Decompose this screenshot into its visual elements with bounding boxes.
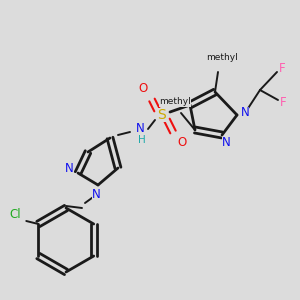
Text: O: O [138, 82, 148, 95]
Text: methyl: methyl [206, 53, 238, 62]
Text: N: N [64, 161, 74, 175]
Text: Cl: Cl [10, 208, 21, 221]
Text: N: N [92, 188, 100, 202]
Text: O: O [177, 136, 187, 149]
Text: N: N [241, 106, 249, 119]
Text: F: F [280, 95, 286, 109]
Text: N: N [136, 122, 144, 134]
Text: S: S [158, 108, 166, 122]
Text: N: N [222, 136, 230, 149]
Text: F: F [279, 61, 285, 74]
Text: H: H [138, 135, 146, 145]
Text: methyl: methyl [159, 98, 191, 106]
